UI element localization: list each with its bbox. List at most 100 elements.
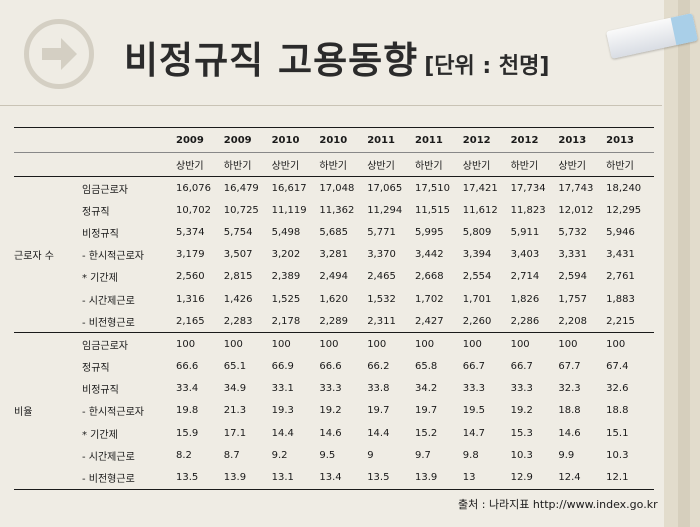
year-header: 2013: [606, 127, 654, 153]
table-cell: 16,076: [176, 182, 211, 194]
table-cell: 13.9: [414, 466, 463, 490]
table-cell: 33.1: [271, 383, 294, 395]
table-cell: 66.7: [462, 361, 486, 373]
table-cell: 34.9: [223, 383, 247, 395]
table-cell: 15.2: [414, 427, 438, 439]
table-cell: 3,394: [462, 249, 492, 261]
table-cell: 12,012: [558, 204, 594, 216]
table-cell: 19.5: [462, 405, 486, 417]
half-header: 하반기: [223, 152, 272, 177]
title-text: 비정규직 고용동향: [124, 39, 419, 82]
table-body: 2009 2009 2010 2010 2011 2011 2012 2012 2013 2013…: [14, 127, 654, 490]
group-label: [14, 221, 82, 243]
table-cell: 5,498: [271, 226, 301, 238]
table-cell: 14.4: [367, 427, 390, 439]
table-cell: 100: [367, 332, 415, 356]
table-cell: 67.4: [606, 361, 629, 373]
table-cell: 15.3: [510, 427, 533, 439]
table-cell: 15.1: [606, 427, 629, 439]
table-cell: 14.7: [462, 427, 486, 439]
group-label: [14, 177, 82, 200]
table-cell: 1,826: [510, 293, 540, 305]
table-row: - 시간제근로 1,316 1,426 1,525 1,620 1,532 1,702 1,7…: [14, 288, 654, 310]
table-cell: 16,479: [223, 182, 259, 194]
table-cell: 19.3: [271, 405, 294, 417]
table-cell: 19.7: [414, 405, 438, 417]
table-cell: 10.3: [510, 449, 533, 461]
table-cell: 11,294: [367, 204, 403, 216]
row-label: 임금근로자: [82, 184, 128, 196]
table-cell: 9.5: [319, 449, 336, 461]
table-row: 근로자 수 - 한시적근로자 3,179 3,507 3,202 3,281 3,370 3,…: [14, 244, 654, 266]
table-row: 비정규직 33.4 34.9 33.1 33.3 33.8 34.2 33.3 33.3 32.3…: [14, 378, 654, 400]
table-cell: 13: [462, 466, 511, 490]
table-cell: 19.2: [319, 405, 342, 417]
table-cell: 2,668: [414, 271, 444, 283]
table-cell: 15.9: [176, 427, 199, 439]
table-cell: 8.7: [223, 449, 240, 461]
table-row: 정규직 66.6 65.1 66.9 66.6 66.2 65.8 66.7 66.7 67.7 6…: [14, 356, 654, 378]
table-cell: 3,179: [176, 249, 205, 261]
table-cell: 5,374: [176, 226, 205, 238]
year-header: 2009: [176, 127, 224, 153]
group-label: [14, 288, 82, 310]
table-cell: 18,240: [606, 182, 642, 194]
table-cell: 2,260: [462, 315, 492, 327]
table-cell: 5,911: [510, 226, 540, 238]
half-header: 상반기: [462, 152, 511, 177]
table-cell: 2,465: [367, 271, 396, 283]
table-cell: 11,362: [319, 204, 355, 216]
table-cell: 13.1: [271, 466, 320, 490]
table-cell: 5,732: [558, 226, 588, 238]
table-row: 정규직 10,702 10,725 11,119 11,362 11,294 11,515 1…: [14, 199, 654, 221]
table-cell: 65.1: [223, 361, 247, 373]
table-cell: 5,685: [319, 226, 349, 238]
table-cell: 2,427: [414, 315, 444, 327]
table-cell: 1,316: [176, 293, 205, 305]
group-label: [14, 466, 82, 490]
table-cell: 17,048: [319, 182, 355, 194]
table-cell: 66.6: [176, 361, 199, 373]
table-cell: 100: [271, 332, 320, 356]
table-cell: 9: [367, 449, 374, 461]
table-cell: 1,702: [414, 293, 444, 305]
table-cell: 66.7: [510, 361, 533, 373]
table-cell: 13.5: [367, 466, 415, 490]
table-row: 임금근로자 16,076 16,479 16,617 17,048 17,065 17,51…: [14, 177, 654, 200]
table-cell: 2,560: [176, 271, 205, 283]
half-header: 상반기: [176, 152, 224, 177]
table-cell: 19.2: [510, 405, 533, 417]
table-cell: 5,771: [367, 226, 396, 238]
table-cell: 66.6: [319, 361, 342, 373]
table-row: - 비전형근로 2,165 2,283 2,178 2,289 2,311 2,427 2,2…: [14, 310, 654, 333]
table-cell: 100: [558, 332, 607, 356]
decorative-right-strip: [664, 0, 700, 527]
unit-label: [단위 : 천명]: [424, 54, 550, 79]
group-label: [14, 266, 82, 288]
table-cell: 2,761: [606, 271, 635, 283]
arrow-right-circle-icon: [24, 19, 94, 89]
table-cell: 2,494: [319, 271, 349, 283]
year-header: 2010: [319, 127, 368, 153]
half-header: 상반기: [558, 152, 607, 177]
table-cell: 33.8: [367, 383, 390, 395]
table-cell: 3,281: [319, 249, 349, 261]
table-cell: 5,809: [462, 226, 492, 238]
table-cell: 11,515: [414, 204, 450, 216]
table-cell: 3,431: [606, 249, 635, 261]
table-cell: 12.1: [606, 466, 654, 490]
table-cell: 21.3: [223, 405, 247, 417]
table-cell: 2,311: [367, 315, 396, 327]
table-cell: 11,119: [271, 204, 307, 216]
table-cell: 100: [414, 332, 463, 356]
table-row: 비율 - 한시적근로자 19.8 21.3 19.3 19.2 19.7 19.7 19.5 19…: [14, 400, 654, 422]
table-cell: 100: [223, 332, 272, 356]
table-cell: 2,554: [462, 271, 492, 283]
table-cell: 3,331: [558, 249, 588, 261]
decorative-right-strip-inner: [678, 0, 690, 527]
table-row: - 비전형근로 13.5 13.9 13.1 13.4 13.5 13.9 13 12.9 12.…: [14, 466, 654, 490]
half-header: 하반기: [414, 152, 463, 177]
table-cell: 2,815: [223, 271, 253, 283]
table-cell: 32.3: [558, 383, 581, 395]
table-cell: 33.4: [176, 383, 199, 395]
